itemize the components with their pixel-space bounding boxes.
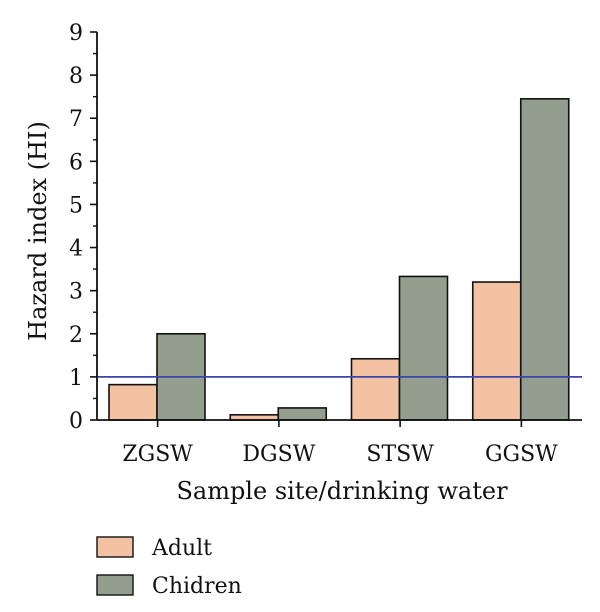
bars [108,98,570,421]
x-tick-label-zgsw: ZGSW [122,442,193,467]
x-tick-label-stsw: STSW [366,442,434,467]
legend-swatch-adult [96,536,134,558]
x-tick-label-dgsw: DGSW [242,442,315,467]
axes [90,31,582,427]
y-tick-label: 2 [69,323,83,348]
bar-chidren-dgsw [277,407,328,421]
bar-adult-stsw [350,357,401,421]
bar-adult-zgsw [108,383,158,421]
x-tick-label-ggsw: GGSW [485,442,558,467]
bar-adult-ggsw [471,281,522,421]
y-tick-label: 9 [69,21,83,46]
y-tick-labels: 0 1 2 3 4 5 6 7 8 9 [69,21,83,434]
legend: Adult Chidren [96,536,242,599]
legend-label-adult: Adult [151,536,212,561]
bar-chidren-stsw [398,275,449,421]
legend-label-chidren: Chidren [152,574,242,599]
y-tick-label: 4 [69,237,83,262]
x-axis-title: Sample site/drinking water [176,477,508,505]
y-tick-label: 7 [69,107,83,132]
bar-chidren-ggsw [519,98,570,421]
legend-swatch-chidren [96,574,134,596]
y-tick-label: 8 [69,64,83,89]
y-tick-label: 6 [69,150,83,175]
x-tick-labels: ZGSW DGSW STSW GGSW [122,442,558,467]
y-axis-title: Hazard index (HI) [24,121,52,341]
y-tick-label: 1 [69,366,83,391]
y-tick-label: 5 [69,193,83,218]
y-tick-label: 3 [69,280,83,305]
y-tick-label: 0 [69,409,83,434]
